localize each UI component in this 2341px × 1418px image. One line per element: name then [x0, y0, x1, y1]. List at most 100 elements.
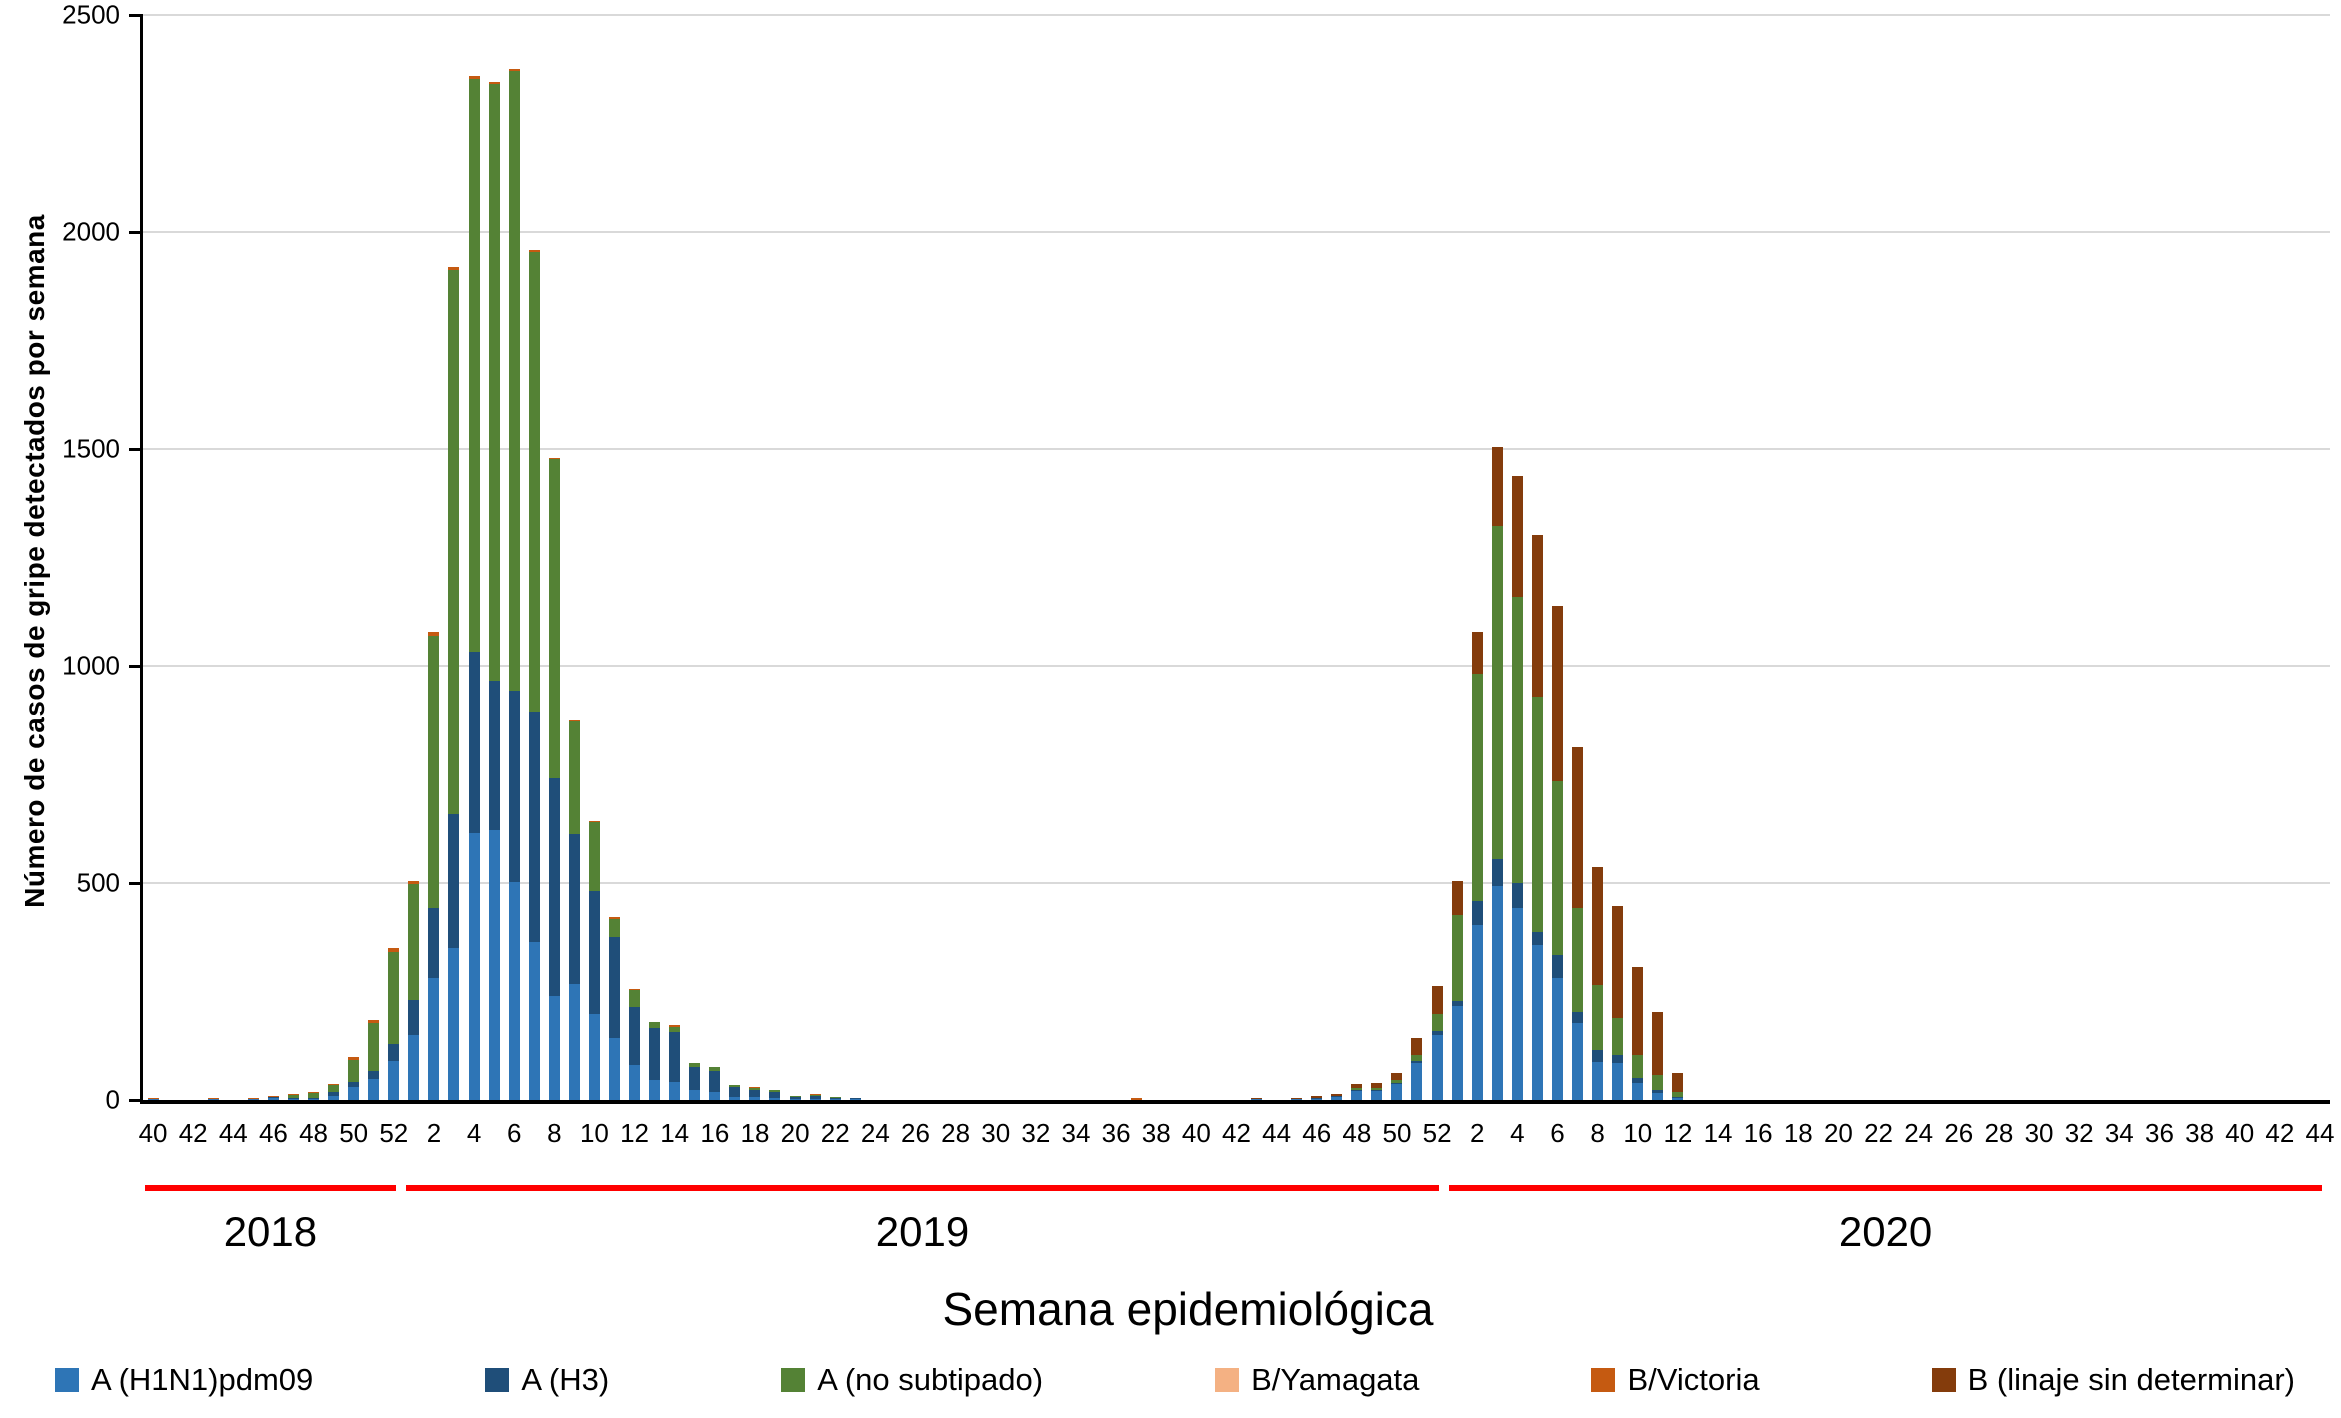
week-slot-2019-w16 — [705, 15, 725, 1100]
segment — [428, 635, 440, 908]
x-tick-label-2019-w12: 12 — [620, 1118, 650, 1148]
segment — [328, 1085, 340, 1093]
week-slot-2018-w51 — [364, 15, 384, 1100]
stacked-bar-2019-w1 — [408, 880, 420, 1100]
y-tick-label-2000: 2000 — [62, 216, 120, 247]
week-slot-2019-w14 — [665, 15, 685, 1100]
week-slot-2019-w19 — [765, 15, 785, 1100]
segment — [287, 1094, 299, 1098]
stacked-bar-2019-w4 — [468, 75, 480, 1100]
segment — [629, 988, 641, 991]
segment — [1612, 906, 1624, 1019]
week-slot-2019-w29 — [966, 15, 986, 1100]
bar-series-container — [143, 15, 2330, 1100]
segment — [1351, 1083, 1363, 1089]
stacked-bar-2020-w8 — [1592, 867, 1604, 1100]
legend-swatch-icon — [485, 1368, 510, 1392]
segment — [749, 1087, 761, 1089]
x-tick-label-2019-w6: 6 — [506, 1118, 522, 1148]
segment — [1491, 885, 1503, 1100]
y-tick-label-2500: 2500 — [62, 0, 120, 30]
week-slot-2019-w17 — [725, 15, 745, 1100]
week-slot-2019-w48 — [1347, 15, 1367, 1100]
x-tick-label-2020-w44: 44 — [2305, 1118, 2335, 1148]
stacked-bar-2020-w7 — [1571, 747, 1583, 1100]
week-slot-2020-w13 — [1688, 15, 1708, 1100]
segment — [1551, 781, 1563, 955]
segment — [1311, 1097, 1323, 1099]
segment — [588, 822, 600, 891]
segment — [408, 1000, 420, 1035]
week-slot-2019-w6 — [504, 15, 524, 1100]
segment — [1451, 914, 1463, 1001]
segment — [789, 1096, 801, 1099]
segment — [1511, 882, 1523, 908]
stacked-bar-2019-w12 — [629, 988, 641, 1100]
segment — [789, 1099, 801, 1100]
segment — [308, 1093, 320, 1098]
week-slot-2020-w19 — [1808, 15, 1828, 1100]
y-tick-mark-1500 — [129, 448, 143, 451]
segment — [1571, 907, 1583, 1012]
week-slot-2020-w34 — [2109, 15, 2129, 1100]
segment — [749, 1088, 761, 1091]
x-tick-label-2018-w52: 52 — [379, 1118, 409, 1148]
stacked-bar-2019-w52 — [1431, 985, 1443, 1100]
week-slot-2019-w45 — [1287, 15, 1307, 1100]
week-slot-2019-w9 — [564, 15, 584, 1100]
stacked-bar-2018-w40 — [147, 1097, 159, 1100]
segment — [548, 459, 560, 779]
week-slot-2019-w39 — [1166, 15, 1186, 1100]
week-slot-2019-w41 — [1206, 15, 1226, 1100]
week-slot-2020-w33 — [2089, 15, 2109, 1100]
segment — [528, 712, 540, 943]
segment — [1551, 977, 1563, 1100]
segment — [1411, 1037, 1423, 1056]
stacked-bar-2020-w12 — [1672, 1073, 1684, 1100]
segment — [147, 1097, 159, 1099]
week-slot-2020-w5 — [1527, 15, 1547, 1100]
stacked-bar-2019-w15 — [689, 1063, 701, 1100]
week-slot-2019-w42 — [1226, 15, 1246, 1100]
segment — [1612, 1018, 1624, 1055]
segment — [1632, 966, 1644, 1055]
segment — [1451, 1005, 1463, 1100]
stacked-bar-2019-w11 — [608, 917, 620, 1100]
y-tick-mark-0 — [129, 1099, 143, 1102]
legend-swatch-icon — [1215, 1368, 1240, 1392]
stacked-bar-2019-w18 — [749, 1087, 761, 1100]
week-slot-2019-w28 — [946, 15, 966, 1100]
week-slot-2020-w1 — [1447, 15, 1467, 1100]
stacked-bar-2019-w7 — [528, 249, 540, 1100]
gridline-1500 — [143, 448, 2330, 450]
week-slot-2018-w50 — [344, 15, 364, 1100]
year-underline-2018 — [145, 1185, 396, 1191]
week-slot-2018-w45 — [243, 15, 263, 1100]
x-axis-line — [140, 1100, 2330, 1104]
segment — [1351, 1088, 1363, 1091]
segment — [629, 1065, 641, 1100]
segment — [1411, 1055, 1423, 1062]
x-tick-label-2020-w32: 32 — [2064, 1118, 2094, 1148]
week-slot-2020-w21 — [1848, 15, 1868, 1100]
segment — [1652, 1011, 1664, 1075]
x-tick-label-2019-w30: 30 — [981, 1118, 1011, 1148]
segment — [1571, 1011, 1583, 1023]
x-tick-label-2020-w42: 42 — [2265, 1118, 2295, 1148]
week-slot-2019-w46 — [1307, 15, 1327, 1100]
x-tick-label-2020-w36: 36 — [2144, 1118, 2174, 1148]
segment — [408, 884, 420, 1001]
x-tick-label-2020-w6: 6 — [1550, 1118, 1565, 1148]
plot-area: 0 500 1000 1500 2000 2500 — [62, 0, 2330, 1115]
segment — [829, 1096, 841, 1098]
x-tick-label-2019-w48: 48 — [1342, 1118, 1372, 1148]
segment — [1451, 1000, 1463, 1006]
segment — [588, 890, 600, 1015]
stacked-bar-2020-w1 — [1451, 880, 1463, 1100]
segment — [488, 82, 500, 85]
segment — [1672, 1073, 1684, 1093]
segment — [1632, 1077, 1644, 1084]
y-tick-label-1500: 1500 — [62, 433, 120, 464]
segment — [368, 1019, 380, 1023]
segment — [1291, 1099, 1303, 1100]
